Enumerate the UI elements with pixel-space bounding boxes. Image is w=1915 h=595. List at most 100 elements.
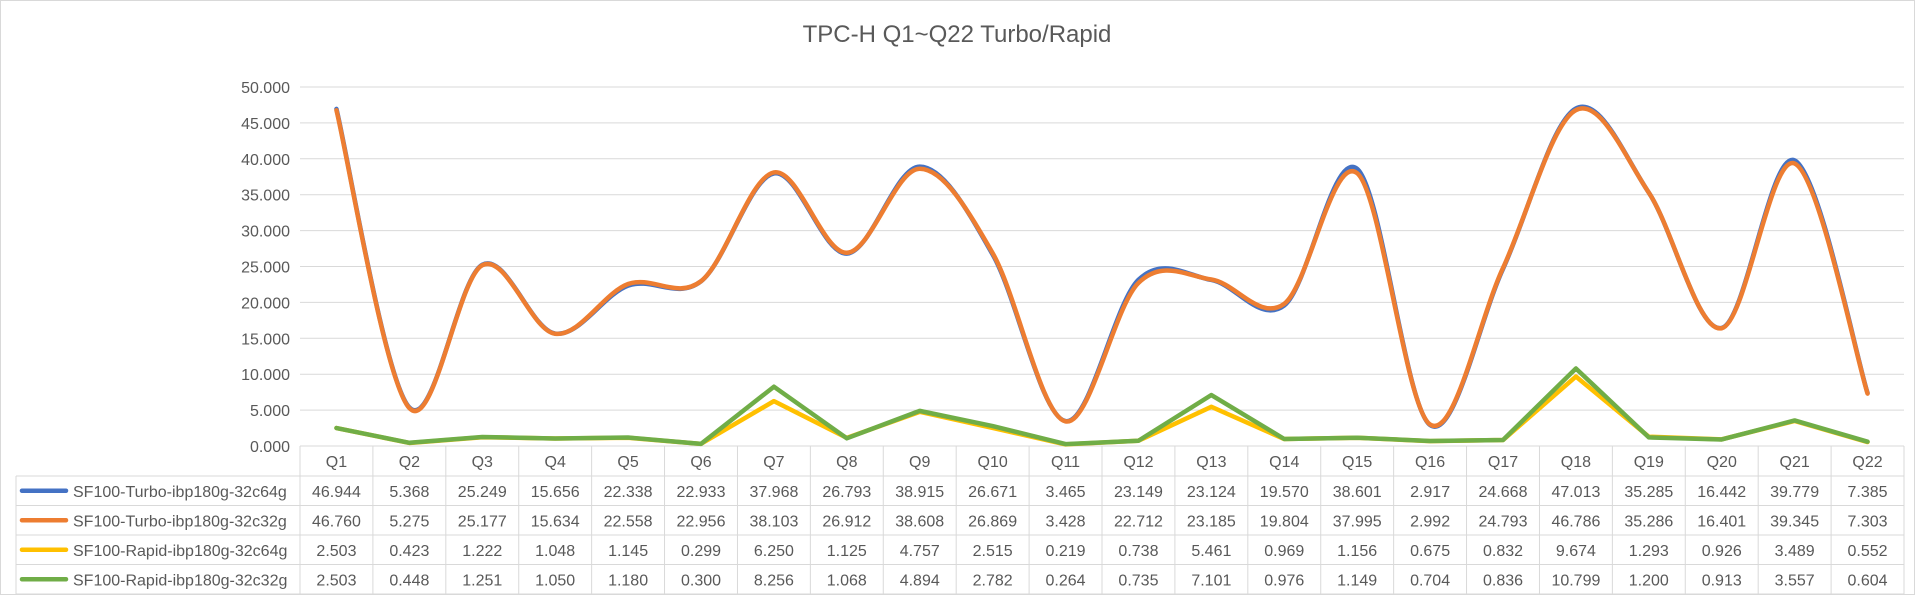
- category-label: Q8: [836, 454, 857, 471]
- table-cell-value: 0.300: [681, 572, 721, 589]
- table-cell-value: 19.804: [1260, 513, 1309, 530]
- table-cell-value: 2.503: [316, 572, 356, 589]
- table-cell-value: 26.793: [822, 484, 871, 501]
- table-cell-value: 7.385: [1848, 484, 1888, 501]
- table-cell-value: 16.442: [1697, 484, 1746, 501]
- data-point: [1647, 435, 1651, 439]
- table-cell-value: 22.933: [677, 484, 726, 501]
- table-cell-value: 38.608: [895, 513, 944, 530]
- data-point: [1501, 438, 1505, 442]
- table-cell-value: 7.303: [1848, 513, 1888, 530]
- table-cell-value: 46.760: [312, 513, 361, 530]
- category-label: Q21: [1780, 454, 1810, 471]
- table-cell-value: 16.401: [1697, 513, 1746, 530]
- data-point: [1866, 392, 1870, 396]
- data-point: [699, 279, 703, 283]
- category-label: Q22: [1852, 454, 1882, 471]
- table-cell-value: 37.968: [749, 484, 798, 501]
- table-cell-value: 2.503: [316, 543, 356, 560]
- table-cell-value: 7.101: [1191, 572, 1231, 589]
- table-cell-value: 8.256: [754, 572, 794, 589]
- table-cell-value: 46.944: [312, 484, 361, 501]
- table-cell-value: 0.969: [1264, 543, 1304, 560]
- data-point: [1136, 281, 1140, 285]
- data-point: [480, 263, 484, 267]
- chart-title: TPC-H Q1~Q22 Turbo/Rapid: [803, 21, 1112, 48]
- table-cell-value: 0.264: [1046, 572, 1086, 589]
- table-cell-value: 25.177: [458, 513, 507, 530]
- data-point: [334, 426, 338, 430]
- table-cell-value: 5.461: [1191, 543, 1231, 560]
- table-cell-value: 1.050: [535, 572, 575, 589]
- data-point: [1501, 266, 1505, 270]
- table-cell-value: 3.428: [1046, 513, 1086, 530]
- table-cell-value: 1.156: [1337, 543, 1377, 560]
- category-label: Q7: [763, 454, 784, 471]
- y-tick-label: 20.000: [241, 295, 290, 312]
- table-cell-value: 0.913: [1702, 572, 1742, 589]
- data-point: [480, 435, 484, 439]
- table-cell-value: 22.338: [604, 484, 653, 501]
- table-cell-value: 47.013: [1551, 484, 1600, 501]
- table-cell-value: 2.515: [973, 543, 1013, 560]
- data-point: [1574, 366, 1578, 370]
- table-cell-value: 22.956: [677, 513, 726, 530]
- table-cell-value: 26.912: [822, 513, 871, 530]
- data-point: [1064, 442, 1068, 446]
- table-cell-value: 1.125: [827, 543, 867, 560]
- data-point: [1866, 440, 1870, 444]
- data-point: [553, 332, 557, 336]
- y-tick-label: 10.000: [241, 367, 290, 384]
- category-label: Q13: [1196, 454, 1226, 471]
- y-tick-label: 45.000: [241, 116, 290, 133]
- table-cell-value: 37.995: [1333, 513, 1382, 530]
- series-name: SF100-Turbo-ibp180g-32c64g: [73, 484, 287, 501]
- category-label: Q9: [909, 454, 930, 471]
- table-cell-value: 0.604: [1848, 572, 1888, 589]
- data-point: [1720, 437, 1724, 441]
- data-point: [1793, 418, 1797, 422]
- data-point: [553, 436, 557, 440]
- table-cell-value: 0.832: [1483, 543, 1523, 560]
- category-label: Q1: [326, 454, 347, 471]
- data-point: [1282, 302, 1286, 306]
- data-point: [1720, 326, 1724, 330]
- table-cell-value: 10.799: [1551, 572, 1600, 589]
- category-label: Q4: [545, 454, 566, 471]
- table-cell-value: 25.249: [458, 484, 507, 501]
- table-cell-value: 38.601: [1333, 484, 1382, 501]
- table-cell-value: 4.894: [900, 572, 940, 589]
- data-point: [772, 385, 776, 389]
- y-tick-label: 25.000: [241, 260, 290, 277]
- data-point: [1064, 419, 1068, 423]
- table-cell-value: 4.757: [900, 543, 940, 560]
- table-cell-value: 0.675: [1410, 543, 1450, 560]
- data-point: [407, 441, 411, 445]
- data-point: [1209, 405, 1213, 409]
- data-point: [699, 442, 703, 446]
- series-name: SF100-Turbo-ibp180g-32c32g: [73, 513, 287, 530]
- table-cell-value: 23.149: [1114, 484, 1163, 501]
- table-cell-value: 15.656: [531, 484, 580, 501]
- table-cell-value: 1.068: [827, 572, 867, 589]
- table-cell-value: 1.180: [608, 572, 648, 589]
- table-cell-value: 24.668: [1479, 484, 1528, 501]
- data-point: [918, 167, 922, 171]
- category-label: Q5: [617, 454, 638, 471]
- series-name: SF100-Rapid-ibp180g-32c32g: [73, 572, 287, 589]
- data-point: [845, 436, 849, 440]
- category-label: Q16: [1415, 454, 1445, 471]
- table-cell-value: 39.779: [1770, 484, 1819, 501]
- table-cell-value: 5.275: [389, 513, 429, 530]
- category-label: Q17: [1488, 454, 1518, 471]
- table-cell-value: 1.251: [462, 572, 502, 589]
- table-cell-value: 1.145: [608, 543, 648, 560]
- category-label: Q19: [1634, 454, 1664, 471]
- table-cell-value: 5.368: [389, 484, 429, 501]
- category-label: Q18: [1561, 454, 1591, 471]
- category-label: Q12: [1123, 454, 1153, 471]
- category-label: Q6: [690, 454, 711, 471]
- table-cell-value: 9.674: [1556, 543, 1596, 560]
- table-cell-value: 1.149: [1337, 572, 1377, 589]
